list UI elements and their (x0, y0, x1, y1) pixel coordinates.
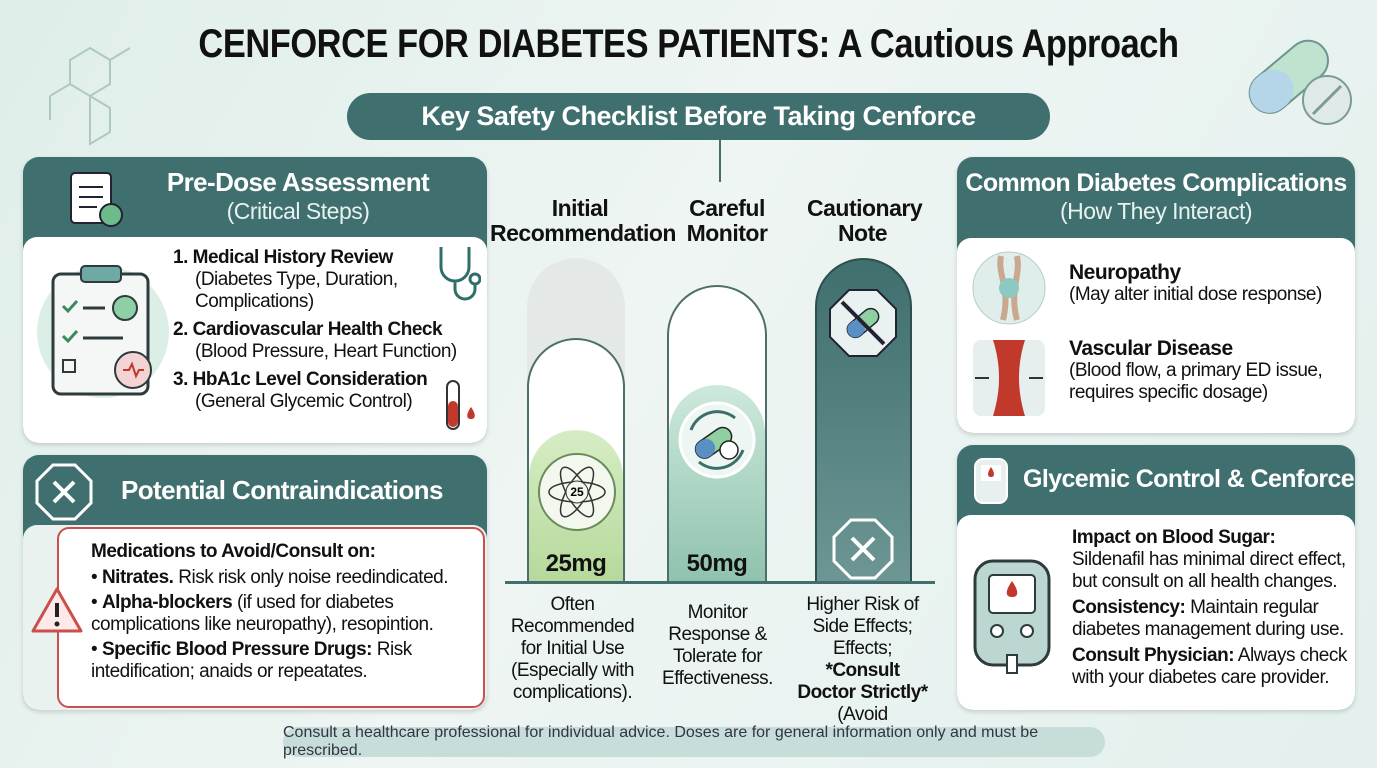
column-note-bold: *Consult Doctor Strictly* (797, 660, 928, 703)
medication-item: • Specific Blood Pressure Drugs: Risk in… (91, 639, 412, 682)
assessment-item: 2. Cardiovascular Health Check (Blood Pre… (173, 319, 457, 363)
assessment-list: 1. Medical History Review (Diabetes Type,… (173, 247, 457, 413)
glycemic-item: Consult Physician: Always check with you… (1072, 645, 1352, 689)
clipboard-icon (37, 265, 169, 398)
item-text: Sildenafil has minimal direct effect, bu… (1072, 549, 1346, 592)
item-label: Consult Physician: (1072, 645, 1235, 666)
column-header: Careful Monitor (686, 195, 768, 246)
complications-body: Neuropathy (May alter initial dose respon… (957, 238, 1355, 433)
icon-label: 25 (570, 485, 584, 499)
panel-title: Glycemic Control & Cenforce (1023, 465, 1355, 493)
checklist-icon (70, 172, 123, 227)
item-text: Always check with your diabetes care pro… (1072, 645, 1347, 688)
item-bold: Alpha-blockers (101, 592, 233, 613)
column-note: Often Recommended for Initial Use (Espec… (510, 594, 635, 703)
vessel-icon (973, 340, 1045, 416)
panel-subtitle: (How They Interact) (1059, 198, 1253, 224)
molecule-decoration (49, 46, 131, 146)
pre-dose-header: Pre-Dose Assessment (Critical Steps) (143, 167, 453, 225)
item-text: Risk intedification; anaids or repeatate… (91, 639, 412, 682)
atom-icon: 25 (538, 453, 616, 531)
checklist-banner: Key Safety Checklist Before Taking Cenfo… (347, 93, 1050, 140)
item-detail: (Diabetes Type, Duration, Complications) (195, 269, 398, 312)
stop-icon (832, 518, 894, 580)
page-title: CENFORCE FOR DIABETES PATIENTS: A Cautio… (198, 22, 1179, 66)
contraindications-body: Medications to Avoid/Consult on: • Nitra… (23, 525, 487, 710)
medication-list: Medications to Avoid/Consult on: • Nitra… (91, 541, 481, 683)
neuropathy-icon (972, 251, 1046, 325)
item-text: Risk risk only noise reedindicated. (178, 567, 448, 588)
dose-label: 25mg (545, 550, 607, 577)
glycemic-body: Impact on Blood Sugar: Sildenafil has mi… (957, 515, 1355, 710)
warning-icon (31, 587, 83, 633)
glycemic-item: Impact on Blood Sugar: Sildenafil has mi… (1072, 527, 1352, 593)
glycemic-item: Consistency: Maintain regular diabetes m… (1072, 597, 1352, 641)
panel-title: Potential Contraindications (121, 475, 443, 505)
warning-box (57, 527, 485, 708)
item-name: Vascular Disease (1069, 337, 1233, 360)
stop-icon (35, 463, 93, 521)
baseline (505, 581, 935, 584)
item-heading: 2. Cardiovascular Health Check (173, 319, 443, 340)
complications-header: Common Diabetes Complications (How They … (957, 169, 1355, 225)
item-bold: Specific Blood Pressure Drugs: (101, 639, 373, 660)
medication-item: • Alpha-blockers (if used for diabetes c… (91, 592, 434, 635)
glycemic-list: Impact on Blood Sugar: Sildenafil has mi… (1072, 527, 1352, 689)
no-pill-icon (829, 289, 897, 357)
item-text: Maintain regular diabetes management dur… (1072, 597, 1344, 640)
pre-dose-panel: Pre-Dose Assessment (Critical Steps) 1. … (23, 157, 487, 443)
column-note: Higher Risk of Side Effects; Effects; (806, 594, 919, 659)
item-detail: (May alter initial dose response) (1069, 284, 1322, 305)
contraindications-panel: Potential Contraindications Medications … (23, 455, 487, 710)
medication-item: • Nitrates. Risk risk only noise reedind… (91, 567, 448, 588)
pill-decoration (1248, 39, 1352, 125)
assessment-item: 1. Medical History Review (Diabetes Type,… (173, 247, 433, 313)
blood-tube-icon (446, 380, 475, 430)
assessment-item: 3. HbA1c Level Consideration (General Gly… (173, 369, 433, 413)
dose-label: 50mg (686, 550, 748, 577)
item-detail: (Blood flow, a primary ED issue, require… (1069, 360, 1323, 403)
column-header: Initial Recommendation (490, 195, 676, 246)
item-heading: 1. Medical History Review (173, 247, 393, 268)
panel-subtitle: (Critical Steps) (226, 198, 370, 224)
glucometer-large-icon (973, 559, 1051, 674)
item-heading: 3. HbA1c Level Consideration (173, 369, 428, 390)
item-name: Neuropathy (1069, 261, 1181, 284)
item-label: Consistency: (1072, 597, 1186, 618)
column-note: Monitor Response & Tolerate for Effectiv… (662, 602, 773, 689)
connector (719, 140, 721, 182)
column-header: Cautionary Note (807, 195, 923, 246)
panel-title: Pre-Dose Assessment (166, 167, 430, 197)
pre-dose-body: 1. Medical History Review (Diabetes Type,… (23, 237, 487, 443)
stethoscope-icon (439, 247, 481, 301)
disclaimer: Consult a healthcare professional for in… (283, 724, 1105, 759)
item-bold: Nitrates. (101, 567, 174, 588)
pill-cycle-icon (678, 401, 756, 479)
glycemic-panel: Glycemic Control & Cenforce Impact on Bl… (957, 445, 1355, 710)
item-detail: (General Glycemic Control) (195, 391, 413, 412)
complication-item: Vascular Disease (Blood flow, a primary E… (1069, 338, 1349, 404)
complication-item: Neuropathy (May alter initial dose respon… (1069, 262, 1349, 306)
glucometer-icon (974, 458, 1008, 504)
panel-title: Common Diabetes Complications (965, 169, 1347, 197)
list-heading: Medications to Avoid/Consult on: (91, 541, 376, 562)
complications-panel: Common Diabetes Complications (How They … (957, 157, 1355, 433)
item-detail: (Blood Pressure, Heart Function) (195, 341, 457, 362)
item-text: (if used for diabetes complications like… (91, 592, 434, 635)
item-label: Impact on Blood Sugar: (1072, 527, 1276, 548)
